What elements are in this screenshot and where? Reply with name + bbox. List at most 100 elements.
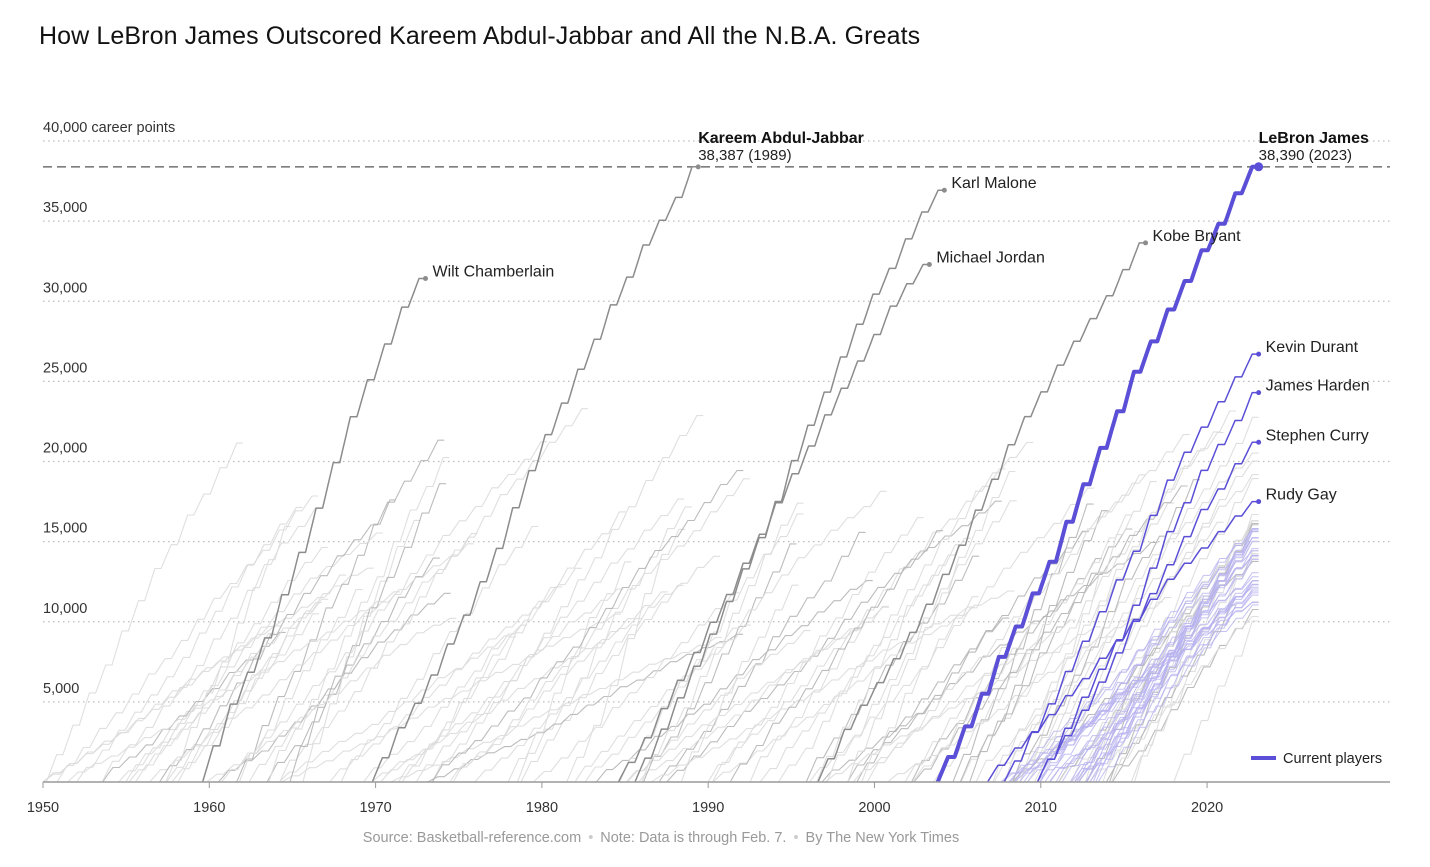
- kareem-abdul-jabbar-total-label: 38,387 (1989): [698, 147, 791, 164]
- background-player-line: [329, 586, 562, 783]
- background-player-line: [520, 584, 684, 783]
- current-player-line: [1074, 537, 1259, 783]
- michael-jordan-line: [617, 263, 930, 783]
- background-player-line: [847, 470, 1016, 783]
- background-player-line: [584, 624, 751, 783]
- background-player-line: [166, 613, 319, 783]
- lebron-james-line: [935, 164, 1259, 783]
- background-player-line: [45, 442, 243, 783]
- background-player-line: [651, 606, 975, 783]
- current-player-line: [1055, 572, 1259, 783]
- background-player-line: [749, 605, 889, 783]
- background-player-line: [67, 591, 400, 783]
- karl-malone-label: Karl Malone: [951, 175, 1036, 192]
- michael-jordan-label: Michael Jordan: [936, 250, 1045, 267]
- background-player-line: [165, 525, 291, 783]
- james-harden-line: [1036, 391, 1259, 783]
- background-player-line: [289, 483, 447, 783]
- credit-note: By The New York Times: [805, 830, 960, 846]
- current-player-line: [1039, 537, 1259, 783]
- background-player-line: [1173, 620, 1259, 783]
- background-player-line: [1019, 502, 1175, 783]
- background-player-line: [566, 528, 686, 783]
- named-player-lines: [201, 162, 1264, 783]
- background-player-line: [159, 439, 445, 783]
- background-player-line: [975, 452, 1259, 783]
- current-player-line: [1076, 540, 1259, 783]
- karl-malone-endpoint: [941, 187, 947, 193]
- x-tick-label: 1950: [27, 800, 59, 816]
- background-player-line: [42, 567, 374, 783]
- current-player-line: [1089, 559, 1259, 783]
- wilt-chamberlain-line: [201, 277, 426, 783]
- stephen-curry-endpoint: [1256, 439, 1262, 445]
- karl-malone-line: [634, 189, 945, 783]
- footer: Source: Basketball-reference.com • Note: D…: [362, 830, 960, 846]
- lebron-james-label: LeBron James: [1259, 130, 1369, 147]
- kareem-abdul-jabbar-label: Kareem Abdul-Jabbar: [698, 130, 864, 147]
- current-player-line: [1013, 528, 1259, 783]
- background-player-line: [76, 506, 303, 783]
- background-player-line: [135, 632, 276, 783]
- background-player-line: [380, 588, 624, 783]
- background-player-line: [1089, 615, 1259, 783]
- y-tick-label: 15,000: [43, 521, 87, 537]
- y-tick-label: 10,000: [43, 601, 87, 617]
- background-player-line: [861, 596, 979, 783]
- background-player-line: [952, 503, 1094, 783]
- faint-current-player-lines: [1000, 528, 1259, 783]
- player-labels: Wilt Chamberlain Kareem Abdul-Jabbar38,38…: [432, 130, 1369, 504]
- background-player-line: [642, 543, 797, 783]
- background-player-line: [729, 530, 944, 783]
- background-player-line: [1078, 520, 1259, 783]
- current-player-line: [1019, 586, 1259, 783]
- background-player-line: [887, 597, 1172, 783]
- background-player-line: [268, 457, 450, 783]
- background-player-line: [371, 617, 643, 783]
- kobe-bryant-label: Kobe Bryant: [1153, 228, 1242, 245]
- background-player-line: [992, 410, 1236, 783]
- lebron-james-endpoint: [1254, 162, 1264, 172]
- current-player-line: [1036, 555, 1259, 783]
- background-player-line: [302, 519, 421, 783]
- background-player-line: [712, 590, 1015, 783]
- current-player-line: [1048, 604, 1259, 783]
- y-tick-label: 20,000: [43, 441, 87, 457]
- background-player-line: [431, 470, 744, 783]
- background-player-line: [507, 561, 632, 783]
- current-player-line: [1071, 583, 1259, 783]
- current-player-line: [1000, 601, 1259, 783]
- rudy-gay-endpoint: [1256, 499, 1262, 505]
- background-player-line: [401, 511, 626, 783]
- rudy-gay-label: Rudy Gay: [1266, 487, 1337, 504]
- background-player-line: [707, 468, 1006, 783]
- kareem-abdul-jabbar-line: [371, 166, 699, 783]
- james-harden-endpoint: [1256, 390, 1262, 396]
- kobe-bryant-line: [817, 242, 1146, 783]
- background-player-line: [221, 441, 548, 783]
- background-player-line: [427, 633, 744, 783]
- background-player-line: [1004, 481, 1157, 783]
- y-tick-label: 25,000: [43, 360, 87, 376]
- current-player-line: [1008, 594, 1259, 783]
- background-player-line: [449, 591, 668, 783]
- current-player-line: [1085, 592, 1259, 783]
- rudy-gay-line: [986, 500, 1259, 783]
- legend: Current players: [1251, 751, 1382, 767]
- background-player-line: [56, 495, 319, 783]
- wilt-chamberlain-endpoint: [422, 276, 428, 282]
- background-player-line: [118, 532, 383, 783]
- background-player-line: [959, 528, 1133, 783]
- background-player-line: [638, 629, 862, 783]
- james-harden-label: James Harden: [1266, 378, 1370, 395]
- background-player-line: [248, 533, 478, 783]
- background-player-line: [852, 619, 1076, 783]
- michael-jordan-endpoint: [926, 262, 932, 268]
- current-player-line: [1061, 584, 1259, 783]
- x-axis: 1950 1960 1970 1980 1990 2000 2010 2020: [27, 781, 1390, 816]
- data-note: Note: Data is through Feb. 7.: [600, 830, 787, 846]
- background-player-line: [42, 625, 281, 783]
- background-player-line: [625, 606, 889, 783]
- background-player-line: [759, 537, 971, 783]
